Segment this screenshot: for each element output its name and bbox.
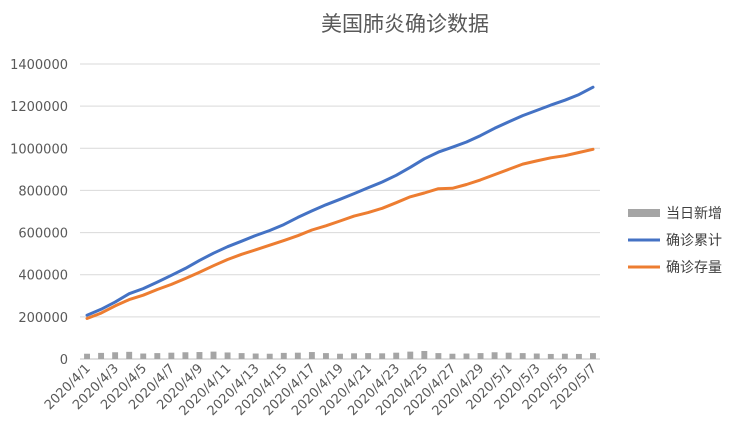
bar xyxy=(112,352,119,359)
bar xyxy=(561,353,568,359)
bar xyxy=(266,353,273,359)
bar xyxy=(224,352,231,359)
chart-title: 美国肺炎确诊数据 xyxy=(321,12,489,36)
bar xyxy=(379,353,386,359)
bar xyxy=(547,353,554,359)
bar xyxy=(590,353,596,359)
bar xyxy=(182,352,189,359)
y-axis: 0 200000 400000 600000 800000 1000000 1200000 1… xyxy=(10,58,68,368)
bar xyxy=(477,353,484,359)
bar xyxy=(252,353,259,359)
bar xyxy=(308,352,315,359)
bar xyxy=(210,351,217,359)
bar xyxy=(154,353,161,359)
bar xyxy=(491,352,498,359)
y-tick-label: 200000 xyxy=(18,311,68,326)
series-line xyxy=(85,85,595,317)
bar xyxy=(421,350,428,359)
series-line xyxy=(85,147,595,320)
bar xyxy=(435,353,442,359)
bar xyxy=(505,352,512,359)
legend-label: 确诊存量 xyxy=(666,260,722,276)
y-tick-label: 600000 xyxy=(18,227,68,242)
bar xyxy=(98,352,105,359)
bar xyxy=(84,353,90,359)
bars-series xyxy=(84,350,596,359)
lines-series xyxy=(85,85,595,320)
bar xyxy=(407,351,414,359)
x-axis: 2020/4/12020/4/32020/4/52020/4/72020/4/9… xyxy=(42,361,600,419)
bar xyxy=(126,351,133,359)
y-tick-label: 400000 xyxy=(18,269,68,284)
bar xyxy=(294,352,301,359)
bar xyxy=(322,353,329,359)
bar xyxy=(351,353,358,359)
bar xyxy=(365,353,372,359)
bar xyxy=(519,353,526,359)
bar xyxy=(337,353,343,359)
bar xyxy=(463,353,470,359)
bar xyxy=(449,353,456,359)
grid xyxy=(80,63,600,360)
bar xyxy=(280,352,287,359)
bar xyxy=(533,353,540,359)
bar xyxy=(238,353,245,359)
y-tick-label: 800000 xyxy=(18,184,68,199)
bar xyxy=(393,352,400,359)
y-tick-label: 1200000 xyxy=(10,100,68,115)
bar xyxy=(575,353,582,359)
legend-label: 当日新增 xyxy=(666,206,722,222)
bar xyxy=(140,353,147,359)
bar xyxy=(196,352,203,359)
legend-label: 确诊累计 xyxy=(666,233,722,249)
bar xyxy=(168,352,175,359)
y-tick-label: 0 xyxy=(60,353,68,368)
y-tick-label: 1400000 xyxy=(10,58,68,73)
legend-swatch xyxy=(628,209,660,217)
y-tick-label: 1000000 xyxy=(10,142,68,157)
